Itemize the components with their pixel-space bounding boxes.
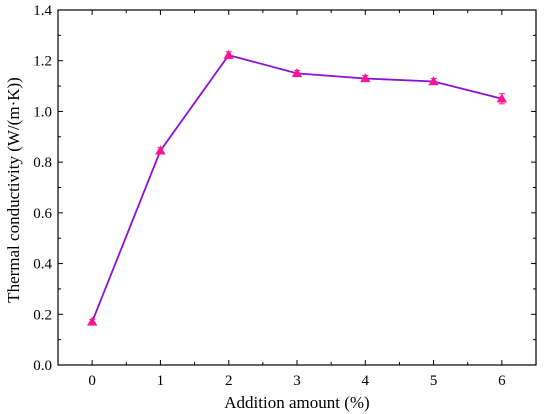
series-line xyxy=(91,54,503,323)
series-layer xyxy=(86,49,508,326)
plot-frame xyxy=(57,9,537,366)
y-axis-title: Thermal conductivity (W/(m·K)) xyxy=(4,77,23,303)
y-axis: 0.0 0.2 0.4 0.6 0.8 1.0 1.2 1.4 xyxy=(33,3,536,374)
data-point xyxy=(155,145,166,155)
data-point xyxy=(360,73,371,83)
y-tick-label: 1.0 xyxy=(33,104,52,120)
data-point xyxy=(291,68,303,78)
data-point xyxy=(86,316,98,326)
plot-border xyxy=(57,9,537,366)
x-axis: 0 1 2 3 4 5 6 xyxy=(88,10,506,389)
y-tick-label: 0.6 xyxy=(33,206,52,222)
x-tick-label: 6 xyxy=(498,373,506,389)
x-tick-label: 0 xyxy=(88,373,96,389)
data-point xyxy=(223,49,234,59)
x-axis-title: Addition amount (%) xyxy=(224,393,369,412)
x-tick-label: 5 xyxy=(430,373,438,389)
y-tick-label: 1.4 xyxy=(33,3,52,19)
data-point xyxy=(496,93,508,103)
y-tick-label: 0.4 xyxy=(33,257,52,273)
y-tick-label: 0.2 xyxy=(33,307,52,323)
data-point xyxy=(428,76,439,86)
x-tick-label: 2 xyxy=(225,373,233,389)
y-tick-label: 0.0 xyxy=(33,358,52,374)
x-tick-label: 1 xyxy=(157,373,165,389)
y-tick-label: 0.8 xyxy=(33,155,52,171)
x-tick-label: 4 xyxy=(362,373,370,389)
x-tick-label: 3 xyxy=(293,373,301,389)
y-tick-label: 1.2 xyxy=(33,54,52,70)
